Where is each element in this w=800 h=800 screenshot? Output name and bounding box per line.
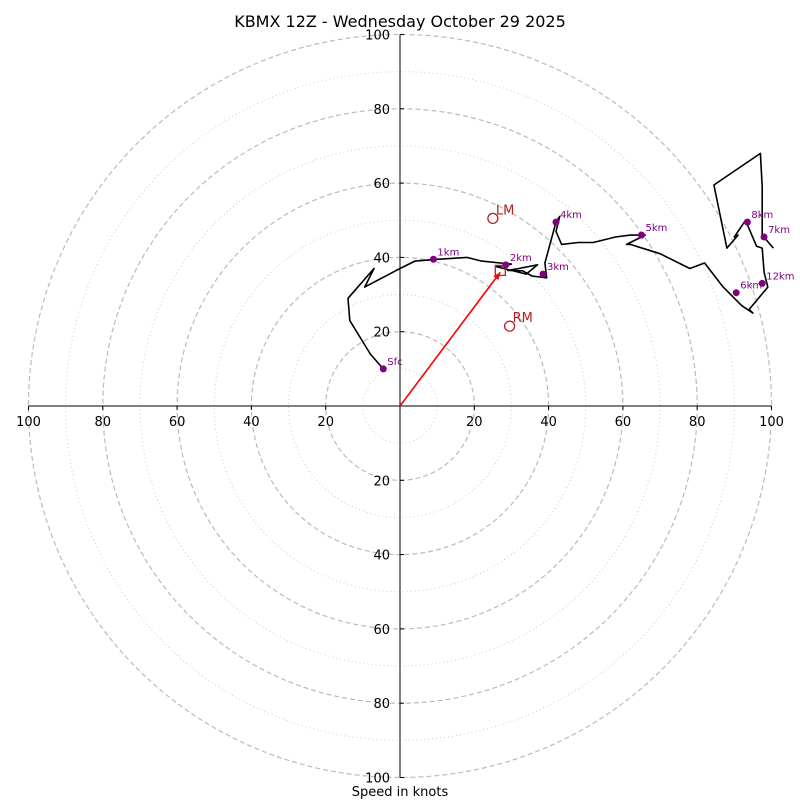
- y-tick-label: 80: [373, 697, 390, 712]
- x-tick-label: 60: [169, 415, 186, 430]
- shear-vector: [399, 271, 501, 407]
- storm-motion-label-rm: RM: [513, 311, 533, 326]
- x-tick-label: 80: [689, 415, 706, 430]
- height-marker-5km: [637, 231, 645, 239]
- y-tick-label: 100: [365, 29, 390, 44]
- x-tick-label: 20: [317, 415, 334, 430]
- x-tick-label: 60: [615, 415, 632, 430]
- y-tick-label: 20: [373, 474, 390, 489]
- height-marker-3km: [539, 270, 547, 278]
- height-marker-2km: [502, 261, 510, 269]
- x-tick-label: 100: [759, 415, 784, 430]
- height-label-4km: 4km: [560, 210, 582, 221]
- height-label-2km: 2km: [510, 253, 532, 264]
- x-tick-label: 100: [16, 415, 41, 430]
- height-marker-4km: [552, 218, 560, 226]
- height-marker-8km: [743, 218, 751, 226]
- height-marker-7km: [760, 233, 768, 241]
- height-marker-1km: [429, 255, 437, 263]
- y-tick-label: 20: [373, 326, 390, 341]
- y-tick-label: 40: [373, 549, 390, 564]
- storm-motion-rm: [503, 320, 516, 332]
- height-label-12km: 12km: [766, 271, 794, 282]
- hodograph-trace-group: [347, 152, 775, 370]
- x-axis-label: Speed in knots: [352, 785, 449, 800]
- height-markers: Sfc 1km 2km 3km 4km 5km 6km 7km 8km 12km: [379, 210, 794, 373]
- x-tick-label: 40: [243, 415, 260, 430]
- height-label-sfc: Sfc: [387, 357, 402, 368]
- hodograph-trace: [347, 152, 775, 370]
- mean-wind-marker: [494, 264, 506, 277]
- chart-title: KBMX 12Z - Wednesday October 29 2025: [234, 12, 566, 31]
- height-label-3km: 3km: [547, 262, 569, 273]
- tick-labels: 100 80 60 40 20 20 40 60 80 100 100 80 60 40 20 20 40 60 8…: [16, 29, 784, 787]
- y-tick-label: 100: [365, 772, 390, 787]
- shear-arrowhead: [493, 272, 501, 281]
- height-marker-12km: [758, 279, 766, 287]
- height-label-6km: 6km: [740, 281, 762, 292]
- x-tick-label: 40: [540, 415, 557, 430]
- x-tick-label: 80: [95, 415, 112, 430]
- shear-vector-group: [399, 264, 506, 407]
- storm-motion-markers: LM RM: [487, 203, 533, 332]
- height-marker-6km: [732, 289, 740, 297]
- height-label-7km: 7km: [768, 225, 790, 236]
- y-tick-label: 60: [373, 177, 390, 192]
- height-label-5km: 5km: [645, 223, 667, 234]
- height-label-8km: 8km: [751, 210, 773, 221]
- y-tick-label: 40: [373, 251, 390, 266]
- y-tick-label: 80: [373, 103, 390, 118]
- storm-motion-lm: [487, 212, 499, 225]
- y-tick-label: 60: [373, 623, 390, 638]
- height-marker-sfc: [379, 365, 387, 373]
- height-label-1km: 1km: [437, 247, 459, 258]
- storm-motion-label-lm: LM: [496, 203, 514, 218]
- x-tick-label: 20: [466, 415, 483, 430]
